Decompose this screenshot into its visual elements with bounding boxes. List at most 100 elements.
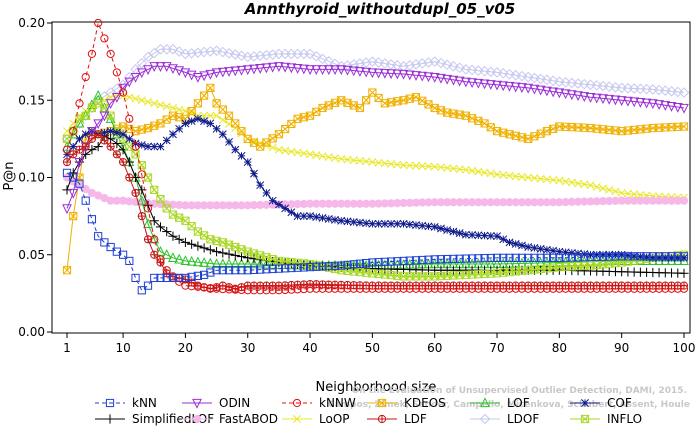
point-knnw-51 [380, 284, 389, 293]
point-knnw-53 [393, 284, 402, 293]
point-ldof-72 [510, 69, 522, 81]
point-odin-57 [417, 71, 428, 82]
point-loop-11 [131, 94, 140, 103]
point-cof-73 [518, 241, 526, 250]
point-odin-68 [485, 80, 496, 90]
legend-item-knnw: kNNW [282, 396, 356, 410]
point-knn-76 [536, 253, 545, 262]
point-knn-69 [492, 253, 502, 262]
point-odin-10 [124, 77, 135, 88]
point-simplifiedlof-18 [174, 234, 184, 244]
point-knnw-6 [100, 34, 109, 43]
x-tick-label-1: 10 [115, 341, 130, 355]
point-ldf-12 [137, 212, 146, 221]
legend-item-knn: kNN [95, 396, 157, 410]
point-knnw-97 [667, 284, 676, 293]
point-lof-13 [143, 218, 153, 228]
point-odin-9 [118, 83, 128, 94]
point-knn-87 [605, 252, 614, 261]
point-knn-44 [337, 261, 346, 270]
point-ldof-28 [236, 50, 247, 62]
legend-label-cof: COF [607, 396, 632, 410]
legend-label-odin: ODIN [219, 396, 250, 410]
point-odin-51 [379, 68, 390, 79]
point-knnw-50 [374, 284, 383, 293]
point-simplifiedlof-22 [199, 243, 209, 253]
point-ldof-78 [547, 75, 559, 87]
point-kdeos-0 [62, 266, 72, 275]
point-knn-73 [517, 253, 527, 262]
point-odin-23 [205, 69, 216, 80]
point-ldf-10 [125, 173, 134, 182]
point-loop-58 [424, 162, 433, 171]
point-knn-31 [256, 265, 265, 274]
point-odin-54 [398, 69, 409, 80]
point-odin-81 [566, 90, 577, 101]
legend-item-simplifiedlof: SimplifiedLOF [95, 412, 214, 426]
point-odin-74 [523, 83, 534, 94]
point-knn-0 [62, 168, 72, 177]
point-cof-64 [461, 230, 470, 239]
point-simplifiedlof-27 [230, 250, 240, 260]
legend-item-odin: ODIN [182, 396, 250, 410]
point-knnw-94 [648, 284, 657, 293]
point-knn-88 [611, 252, 620, 261]
point-loop-75 [530, 174, 539, 183]
point-odin-8 [111, 93, 122, 103]
point-lof-19 [180, 255, 191, 266]
y-tick-label-0: 0.00 [18, 325, 45, 339]
point-ldof-52 [385, 59, 397, 70]
point-cof-13 [144, 142, 152, 151]
point-odin-91 [629, 97, 640, 108]
point-odin-63 [454, 76, 465, 87]
point-cof-50 [374, 219, 383, 228]
point-knn-97 [667, 252, 676, 261]
point-knnw-58 [424, 284, 433, 293]
point-knnw-19 [181, 281, 190, 290]
point-ldof-56 [410, 59, 422, 70]
point-ldof-51 [379, 58, 391, 69]
point-cof-33 [268, 196, 277, 205]
legend: kNN ODIN kNNW KDEOS LOF COF SimplifiedLOF FastA… [95, 396, 642, 426]
point-knnw-21 [193, 282, 202, 291]
point-odin-0 [62, 204, 72, 215]
y-axis-label: P@n [2, 161, 17, 190]
point-knn-28 [237, 266, 246, 275]
point-loop-76 [536, 174, 545, 183]
point-lof-29 [242, 258, 253, 269]
point-loop-73 [518, 172, 526, 181]
point-cof-10 [125, 134, 134, 143]
point-loop-56 [412, 161, 420, 170]
point-cof-54 [399, 219, 408, 228]
point-knnw-8 [112, 68, 121, 77]
point-lof-33 [267, 258, 278, 269]
series-ldof [61, 43, 690, 145]
point-ldof-69 [491, 67, 503, 78]
point-knn-15 [156, 273, 165, 283]
point-knnw-2 [75, 99, 84, 108]
legend-label-knn: kNN [132, 396, 157, 410]
point-lof-16 [161, 249, 172, 259]
legend-label-lof: LOF [507, 396, 530, 410]
point-knnw-3 [81, 72, 90, 82]
point-odin-46 [348, 66, 359, 77]
point-knnw-29 [243, 286, 252, 295]
point-ldof-24 [211, 45, 222, 57]
point-knnw-81 [567, 284, 576, 293]
point-ldf-1 [69, 150, 78, 159]
point-knnw-91 [630, 284, 639, 293]
point-knnw-54 [399, 284, 408, 293]
series-fastabod [62, 173, 689, 210]
point-ldof-25 [217, 46, 229, 58]
point-lof-30 [249, 258, 259, 269]
point-ldof-97 [666, 85, 677, 97]
point-cof-3 [81, 130, 90, 139]
point-knn-35 [281, 264, 290, 273]
point-loop-51 [380, 159, 389, 168]
point-knnw-23 [206, 284, 215, 293]
y-tick-label-1: 0.05 [18, 248, 45, 262]
point-knn-55 [405, 256, 414, 265]
point-knn-39 [305, 263, 315, 272]
y-tick-label-2: 0.10 [18, 171, 45, 185]
point-knn-84 [586, 252, 595, 262]
